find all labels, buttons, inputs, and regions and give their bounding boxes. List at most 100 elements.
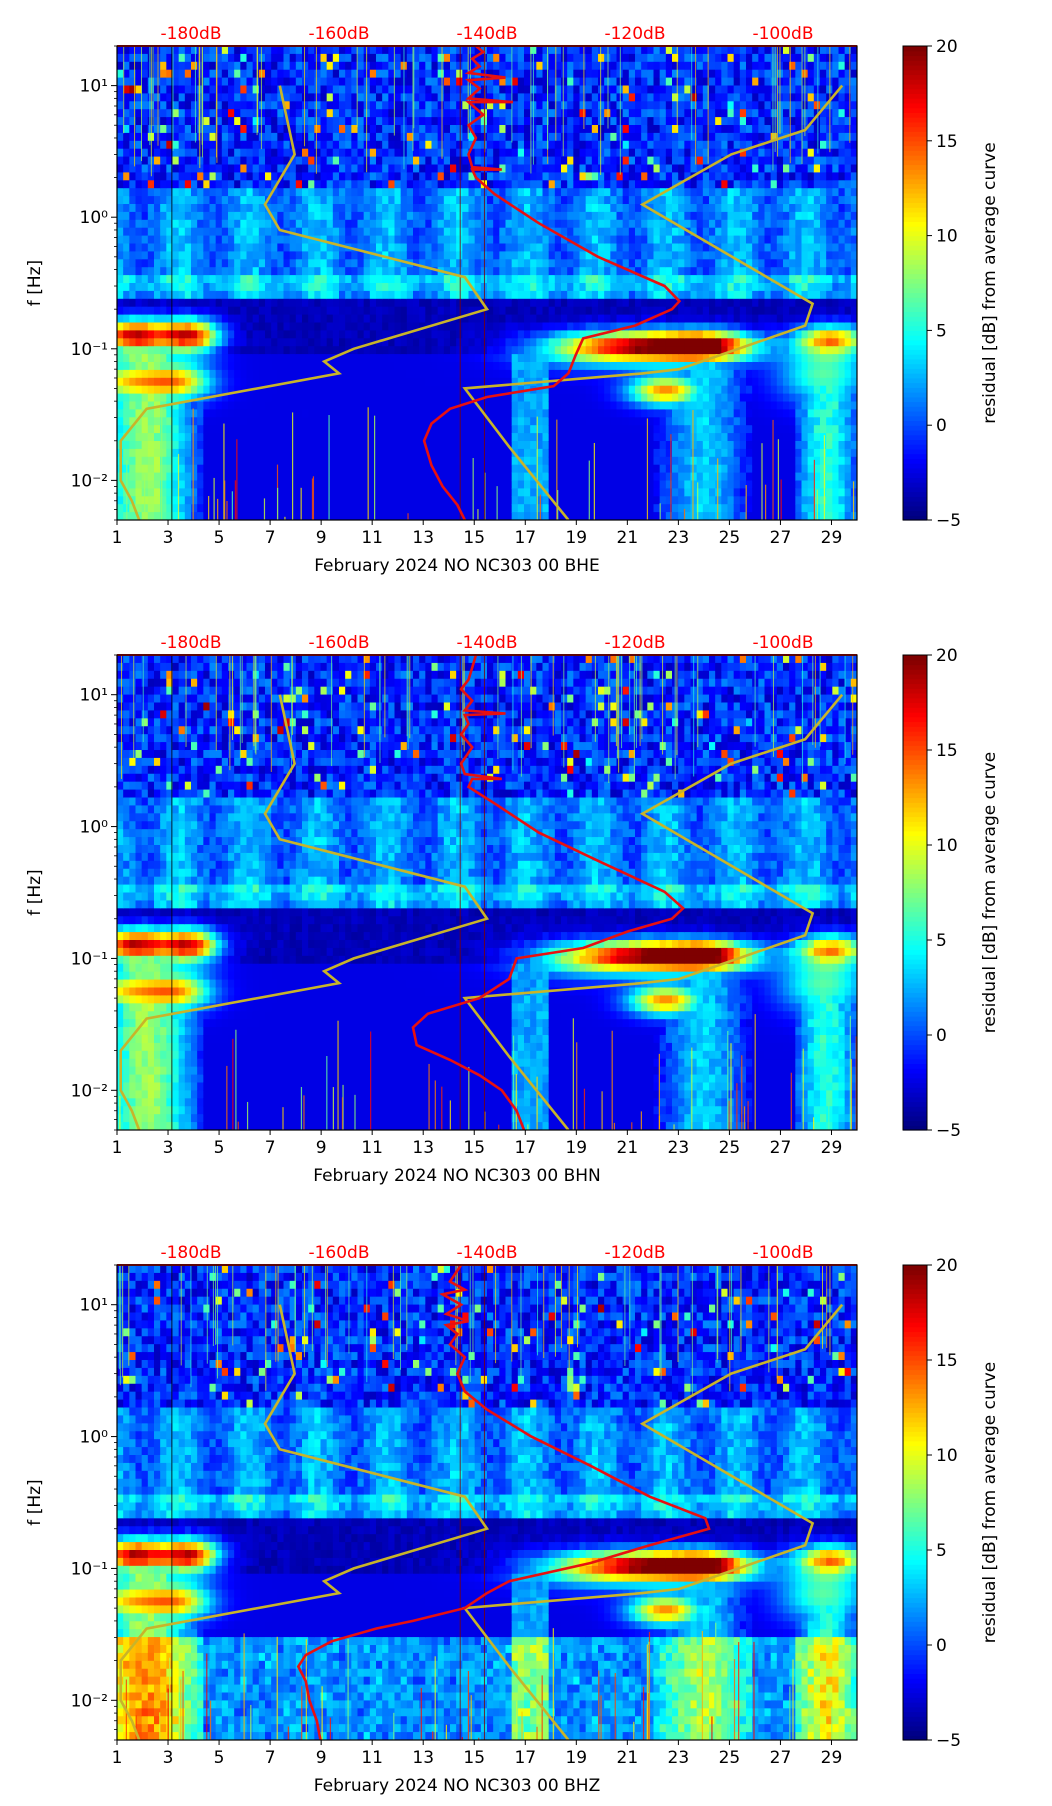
heatmap-cell <box>154 46 161 55</box>
heatmap-cell <box>234 409 241 418</box>
heatmap-cell <box>234 109 241 118</box>
heatmap-cell <box>591 306 599 316</box>
heatmap-cell <box>277 425 285 434</box>
heatmap-cell <box>154 433 161 442</box>
heatmap-cell <box>511 164 519 173</box>
heatmap-cell <box>203 77 211 87</box>
heatmap-cell <box>604 290 611 300</box>
heatmap-cell <box>419 401 426 410</box>
heatmap-cell <box>573 504 581 513</box>
heatmap-cell <box>462 480 470 489</box>
heatmap-cell <box>221 338 229 347</box>
heatmap-cell <box>258 148 266 158</box>
heatmap-cell <box>493 369 500 379</box>
heatmap-cell <box>437 46 445 55</box>
heatmap-cell <box>209 464 217 474</box>
heatmap-cell <box>295 417 303 426</box>
heatmap-cell <box>425 46 433 55</box>
heatmap-cell <box>339 180 346 189</box>
heatmap-cell <box>598 77 605 87</box>
heatmap-cell <box>289 117 297 126</box>
heatmap-cell <box>474 377 482 387</box>
heatmap-cell <box>302 132 309 142</box>
heatmap-cell <box>117 219 124 229</box>
heatmap-cell <box>554 204 562 213</box>
heatmap-cell <box>604 425 611 434</box>
heatmap-cell <box>413 219 420 229</box>
heatmap-cell <box>419 330 426 339</box>
heatmap-cell <box>320 46 328 55</box>
heatmap-cell <box>394 243 402 252</box>
heatmap-cell <box>345 377 352 387</box>
heatmap-cell <box>302 219 309 229</box>
heatmap-cell <box>357 409 365 418</box>
heatmap-cell <box>487 369 494 379</box>
heatmap-cell <box>234 125 241 134</box>
heatmap-cell <box>302 290 309 300</box>
heatmap-cell <box>117 362 124 371</box>
heatmap-cell <box>221 227 229 237</box>
heatmap-cell <box>363 267 371 276</box>
heatmap-cell <box>382 488 389 497</box>
heatmap-cell <box>524 275 531 284</box>
heatmap-cell <box>499 156 507 166</box>
heatmap-cell <box>554 283 562 292</box>
heatmap-cell <box>357 109 365 118</box>
heatmap-cell <box>622 148 630 158</box>
heatmap-cell <box>604 235 611 245</box>
heatmap-cell <box>191 219 198 229</box>
heatmap-cell <box>221 346 229 355</box>
heatmap-cell <box>536 235 544 245</box>
heatmap-cell <box>160 101 167 110</box>
heatmap-cell <box>505 251 513 260</box>
heatmap-cell <box>308 219 315 229</box>
heatmap-cell <box>308 290 315 300</box>
heatmap-cell <box>203 117 211 126</box>
heatmap-cell <box>240 275 248 284</box>
heatmap-cell <box>221 109 229 118</box>
heatmap-cell <box>376 314 383 324</box>
heatmap-cell <box>191 204 198 213</box>
heatmap-cell <box>487 456 494 466</box>
heatmap-cell <box>542 204 550 213</box>
heatmap-cell <box>561 204 568 213</box>
heatmap-cell <box>271 456 278 466</box>
heatmap-cell <box>474 196 482 205</box>
heatmap-cell <box>215 362 223 371</box>
heatmap-cell <box>265 219 272 229</box>
heatmap-cell <box>524 330 531 339</box>
heatmap-cell <box>567 204 574 213</box>
heatmap-cell <box>604 354 611 363</box>
heatmap-cell <box>487 77 494 87</box>
heatmap-cell <box>172 504 180 513</box>
heatmap-cell <box>517 488 525 497</box>
heatmap-cell <box>295 85 303 94</box>
heatmap-cell <box>197 290 204 300</box>
heatmap-cell <box>283 401 291 410</box>
heatmap-cell <box>339 322 346 331</box>
heatmap-cell <box>573 369 581 379</box>
heatmap-cell <box>351 393 359 403</box>
heatmap-cell <box>437 53 445 63</box>
heatmap-cell <box>326 211 334 221</box>
heatmap-cell <box>425 251 433 260</box>
heatmap-cell <box>129 211 137 221</box>
heatmap-cell <box>376 132 383 142</box>
heatmap-cell <box>382 330 389 339</box>
heatmap-cell <box>240 85 248 94</box>
heatmap-cell <box>456 393 463 403</box>
heatmap-cell <box>172 409 180 418</box>
heatmap-cell <box>567 417 574 426</box>
heatmap-cell <box>320 243 328 252</box>
heatmap-cell <box>277 211 285 221</box>
heatmap-cell <box>283 251 291 260</box>
heatmap-cell <box>283 259 291 268</box>
heatmap-cell <box>400 362 408 371</box>
heatmap-cell <box>345 180 352 189</box>
heatmap-cell <box>277 140 285 150</box>
heatmap-cell <box>215 393 223 403</box>
heatmap-cell <box>517 322 525 331</box>
heatmap-cell <box>240 172 248 181</box>
heatmap-cell <box>443 409 451 418</box>
heatmap-cell <box>320 180 328 189</box>
